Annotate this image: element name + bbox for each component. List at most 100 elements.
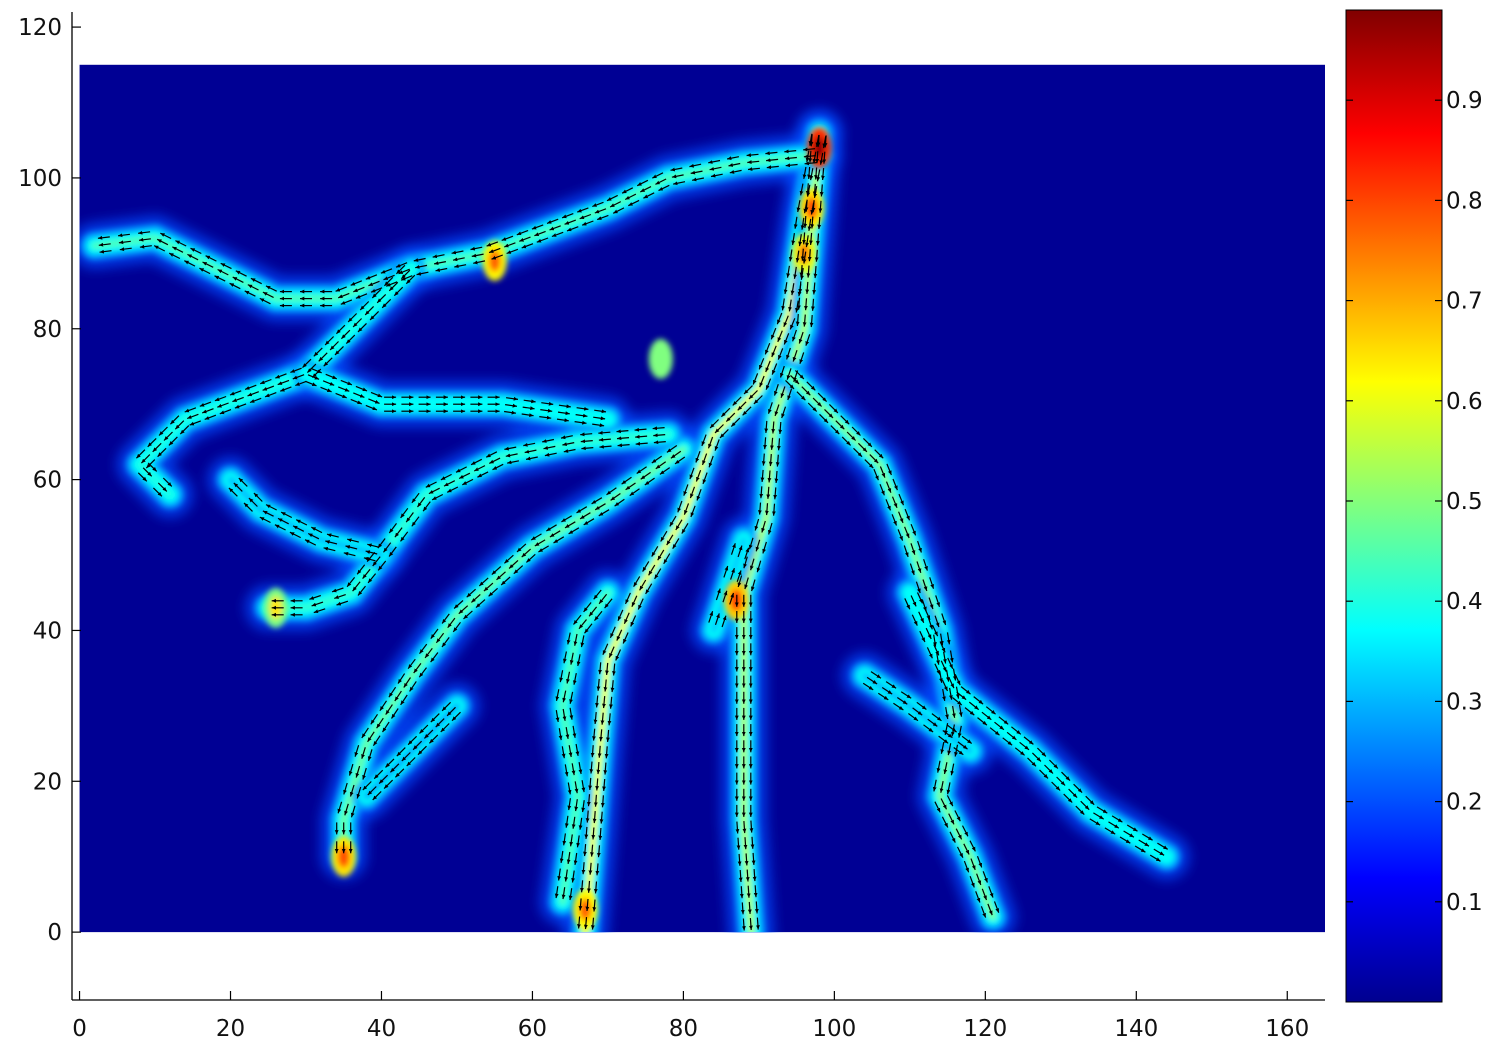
quiver-arrow [592,201,604,208]
quiver-arrow [412,740,423,751]
y-tick-label: 100 [18,166,62,192]
quiver-arrow [588,862,593,875]
quiver-arrow [584,623,593,634]
quiver-arrow [578,817,583,830]
quiver-arrow [279,386,292,392]
quiver-arrow [587,880,591,893]
quiver-arrow [973,696,984,705]
quiver-arrow [388,523,397,534]
quiver-arrow [199,267,211,275]
quiver-arrow [946,782,951,795]
quiver-arrow [616,429,629,434]
quiver-arrow [701,453,708,466]
quiver-arrow [922,579,928,592]
quiver-arrow [739,886,744,899]
y-tick-label: 40 [33,618,62,644]
quiver-arrow [567,782,572,795]
quiver-arrow [326,533,339,538]
quiver-arrow [367,573,377,584]
quiver-arrow [783,315,789,328]
quiver-arrow [814,167,818,180]
quiver-arrow [816,233,820,246]
quiver-arrow [140,454,151,464]
quiver-arrow [1149,854,1161,862]
quiver-arrow [722,590,728,603]
quiver-arrow [775,454,780,467]
quiver-arrow [397,673,406,684]
quiver-arrow [179,425,190,435]
quiver-arrow [305,380,317,387]
quiver-arrow [455,466,467,473]
quiver-arrow [153,245,166,252]
quiver-arrow [453,600,464,609]
quiver-arrow [361,727,369,739]
quiver-arrow [505,403,518,408]
quiver-arrow [415,264,428,269]
quiver-arrow [765,360,771,373]
quiver-arrow [595,695,599,708]
x-tick-label: 0 [72,1016,87,1042]
quiver-arrow [345,545,358,550]
quiver-arrow [753,885,758,898]
quiver-arrow [367,731,375,743]
quiver-arrow [431,493,444,501]
quiver-arrow [401,752,411,762]
quiver-arrow [648,564,656,576]
quiver-arrow [524,449,537,454]
quiver-arrow [616,436,630,441]
quiver-arrow [792,350,798,362]
quiver-arrow [435,632,445,644]
quiver-arrow [259,378,272,385]
quiver-arrow [655,461,667,470]
quiver-arrow [761,520,766,533]
quiver-arrow [612,207,625,214]
quiver-arrow [961,735,973,744]
quiver-arrow [977,717,988,726]
quiver-arrow [302,358,312,369]
quiver-arrow [690,170,703,175]
quiver-arrow [157,447,167,458]
quiver-arrow [394,527,403,538]
quiver-arrow [555,710,560,723]
quiver-arrow [264,392,277,398]
quiver-arrow [186,413,199,420]
quiver-arrow [681,522,689,534]
quiver-arrow [1036,747,1047,757]
quiver-arrow [564,764,569,777]
quiver-arrow [343,551,356,557]
plot-area: 0 20 40 60 80 100 120 140 160 0 20 40 60 80 100 120 [18,12,1325,1042]
quiver-arrow [593,589,602,600]
quiver-arrow [746,153,759,157]
quiver-arrow [798,331,804,344]
quiver-arrow [353,286,365,293]
quiver-arrow [803,215,808,229]
quiver-arrow [576,207,589,213]
quiver-arrow [752,373,759,385]
quiver-arrow [578,898,583,911]
quiver-arrow [956,846,964,858]
quiver-arrow [805,183,810,196]
quiver-arrow [719,428,729,439]
quiver-arrow [568,527,580,535]
quiver-arrow [765,151,778,156]
quiver-arrow [590,844,594,857]
quiver-arrow [575,413,588,418]
quiver-arrow [311,526,323,534]
quiver-arrow [760,469,765,482]
quiver-arrow [508,559,519,569]
quiver-arrow [714,613,720,625]
quiver-arrow [951,705,956,718]
quiver-arrow [874,449,884,459]
quiver-arrow [815,151,820,164]
x-tick-label: 160 [1265,1016,1309,1042]
quiver-arrow [380,268,393,274]
quiver-arrow [759,486,764,499]
quiver-arrow [796,391,806,401]
quiver-arrow [383,274,395,281]
quiver-arrow [799,352,805,364]
quiver-arrow [743,837,748,850]
y-tick-label: 80 [33,317,62,343]
quiver-arrow [592,811,597,824]
quiver-arrow [521,548,532,558]
quiver-arrow [802,232,806,245]
